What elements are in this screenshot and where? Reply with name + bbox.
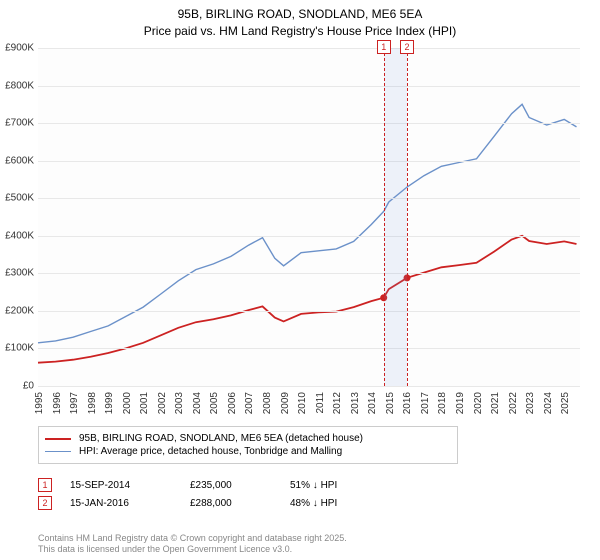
xtick-label: 2023: [525, 392, 536, 414]
ytick-label: £700K: [5, 118, 34, 129]
xtick-label: 2014: [367, 392, 378, 414]
gridline-h: [38, 348, 580, 349]
legend-swatch: [45, 438, 71, 440]
ytick-label: £600K: [5, 155, 34, 166]
xtick-label: 2004: [192, 392, 203, 414]
ytick-label: £500K: [5, 193, 34, 204]
xtick-label: 1999: [104, 392, 115, 414]
legend-label: HPI: Average price, detached house, Tonb…: [79, 446, 342, 457]
xtick-label: 2001: [139, 392, 150, 414]
xtick-label: 2003: [174, 392, 185, 414]
sale-vs-hpi: 48% ↓ HPI: [290, 498, 410, 509]
gridline-h: [38, 48, 580, 49]
xtick-label: 1997: [69, 392, 80, 414]
xtick-label: 2005: [209, 392, 220, 414]
sale-date: 15-SEP-2014: [70, 480, 190, 491]
sale-price: £288,000: [190, 498, 290, 509]
legend-row: HPI: Average price, detached house, Tonb…: [45, 446, 451, 457]
xtick-label: 2016: [402, 392, 413, 414]
xtick-label: 2012: [332, 392, 343, 414]
series-price_paid: [38, 236, 577, 363]
chart-svg: [38, 48, 580, 386]
gridline-h: [38, 386, 580, 387]
footer-attribution: Contains HM Land Registry data © Crown c…: [38, 533, 347, 556]
gridline-h: [38, 161, 580, 162]
ytick-label: £200K: [5, 305, 34, 316]
xtick-label: 1998: [87, 392, 98, 414]
gridline-h: [38, 198, 580, 199]
xtick-label: 2020: [473, 392, 484, 414]
gridline-h: [38, 123, 580, 124]
xtick-label: 2025: [560, 392, 571, 414]
xtick-label: 2022: [508, 392, 519, 414]
ytick-label: £100K: [5, 343, 34, 354]
xtick-label: 2008: [262, 392, 273, 414]
xtick-label: 2015: [385, 392, 396, 414]
xtick-label: 2010: [297, 392, 308, 414]
xtick-label: 2024: [543, 392, 554, 414]
xtick-label: 2009: [280, 392, 291, 414]
ytick-label: £800K: [5, 80, 34, 91]
sale-price: £235,000: [190, 480, 290, 491]
legend-box: 95B, BIRLING ROAD, SNODLAND, ME6 5EA (de…: [38, 426, 458, 464]
sale-marker: 2: [400, 40, 414, 54]
gridline-h: [38, 311, 580, 312]
highlight-line: [407, 48, 408, 386]
chart-plot-area: 12: [38, 48, 580, 386]
gridline-h: [38, 86, 580, 87]
sale-row: 1 15-SEP-2014£235,00051% ↓ HPI: [38, 478, 410, 492]
legend-row: 95B, BIRLING ROAD, SNODLAND, ME6 5EA (de…: [45, 433, 451, 444]
series-hpi: [38, 104, 577, 342]
title-line-1: 95B, BIRLING ROAD, SNODLAND, ME6 5EA: [0, 6, 600, 23]
sale-marker: 1: [38, 478, 52, 492]
sale-vs-hpi: 51% ↓ HPI: [290, 480, 410, 491]
ytick-label: £0: [23, 381, 34, 392]
sale-marker: 1: [377, 40, 391, 54]
xtick-label: 2018: [437, 392, 448, 414]
ytick-label: £300K: [5, 268, 34, 279]
gridline-h: [38, 236, 580, 237]
sale-row: 2 15-JAN-2016£288,00048% ↓ HPI: [38, 496, 410, 510]
sale-marker: 2: [38, 496, 52, 510]
footer-line-2: This data is licensed under the Open Gov…: [38, 544, 347, 556]
chart-title: 95B, BIRLING ROAD, SNODLAND, ME6 5EA Pri…: [0, 0, 600, 40]
legend-label: 95B, BIRLING ROAD, SNODLAND, ME6 5EA (de…: [79, 433, 363, 444]
sale-date: 15-JAN-2016: [70, 498, 190, 509]
title-line-2: Price paid vs. HM Land Registry's House …: [0, 23, 600, 40]
gridline-h: [38, 273, 580, 274]
xtick-label: 1995: [34, 392, 45, 414]
legend-swatch: [45, 451, 71, 452]
xtick-label: 2006: [227, 392, 238, 414]
xtick-label: 2019: [455, 392, 466, 414]
sales-table: 1 15-SEP-2014£235,00051% ↓ HPI 2 15-JAN-201…: [38, 474, 410, 514]
xtick-label: 2021: [490, 392, 501, 414]
ytick-label: £400K: [5, 230, 34, 241]
xtick-label: 2007: [244, 392, 255, 414]
footer-line-1: Contains HM Land Registry data © Crown c…: [38, 533, 347, 545]
ytick-label: £900K: [5, 43, 34, 54]
highlight-band: [384, 48, 407, 386]
xtick-label: 2000: [122, 392, 133, 414]
xtick-label: 2017: [420, 392, 431, 414]
xtick-label: 1996: [52, 392, 63, 414]
xtick-label: 2002: [157, 392, 168, 414]
highlight-line: [384, 48, 385, 386]
xtick-label: 2011: [315, 392, 326, 414]
xtick-label: 2013: [350, 392, 361, 414]
